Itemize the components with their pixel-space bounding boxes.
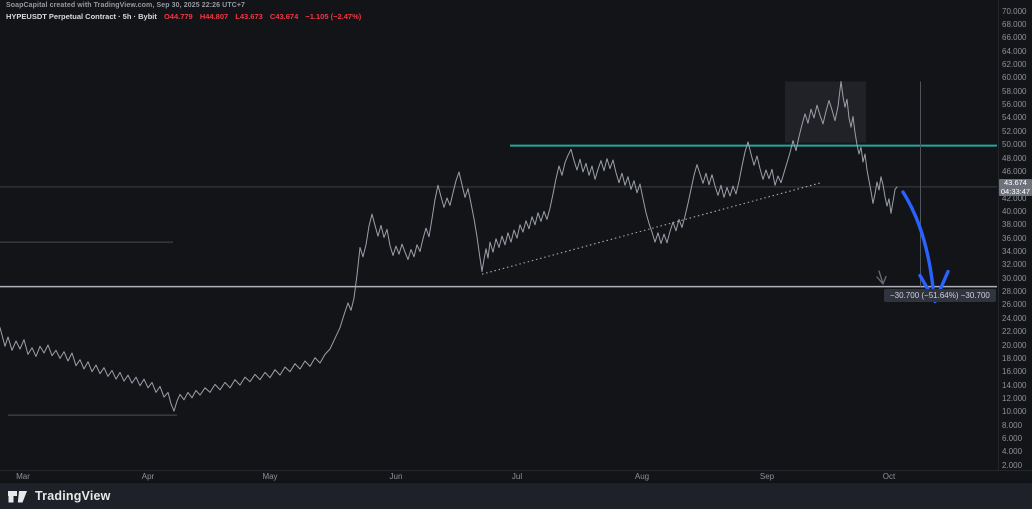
symbol-legend[interactable]: HYPEUSDT Perpetual Contract · 5h · Bybit…: [6, 12, 366, 21]
price-tick-40: 40.000: [1002, 206, 1027, 216]
price-tick-22: 22.000: [1002, 327, 1027, 337]
price-tick-34: 34.000: [1002, 247, 1027, 256]
time-axis-separator: [0, 470, 1032, 471]
ohlc-low: L43.673: [235, 12, 263, 21]
price-tick-50: 50.000: [1002, 140, 1027, 150]
price-tick-60: 60.000: [1002, 73, 1027, 83]
month-label-mar: Mar: [16, 472, 30, 481]
price-tick-46: 46.000: [1002, 166, 1027, 176]
price-tick-56: 56.000: [1002, 100, 1027, 109]
month-label-aug: Aug: [634, 472, 650, 481]
ohlc-open: O44.779: [163, 12, 193, 21]
price-tick-32: 32.000: [1002, 260, 1027, 270]
price-tick-14: 14.000: [1002, 380, 1027, 390]
price-tick-18: 18.000: [1002, 353, 1027, 363]
price-tick-62: 62.000: [1002, 59, 1027, 69]
price-tick-66: 66.000: [1002, 33, 1027, 43]
price-tick-6: 6.000: [1002, 434, 1023, 443]
price-tick-10: 10.000: [1002, 407, 1027, 417]
price-axis-separator: [998, 0, 999, 470]
last-price-countdown-label: 43.674 04:33:47: [999, 178, 1032, 196]
ohlc-close: C43.674: [269, 12, 299, 21]
price-tick-68: 68.000: [1002, 19, 1027, 29]
small-down-arrow-icon[interactable]: [878, 270, 884, 283]
footer-bar: TradingView: [0, 482, 1032, 509]
last-price-value: 43.674: [1004, 178, 1027, 187]
price-tick-42: 42.000: [1002, 193, 1027, 203]
tradingview-logo-icon[interactable]: [7, 487, 28, 505]
month-label-oct: Oct: [882, 472, 896, 481]
price-tick-48: 48.000: [1002, 153, 1027, 163]
price-tick-12: 12.000: [1002, 393, 1027, 403]
bar-countdown: 04:33:47: [1000, 186, 1031, 196]
price-tick-30: 30.000: [1002, 273, 1027, 283]
price-range-tool-label: −30.700 (−51.64%) −30.700: [884, 289, 996, 302]
price-tick-54: 54.000: [1002, 113, 1027, 123]
price-tick-58: 58.000: [1002, 86, 1027, 96]
price-tick-28: 28.000: [1002, 287, 1027, 297]
price-tick-38: 38.000: [1002, 220, 1027, 230]
month-label-sep: Sep: [759, 472, 775, 481]
price-tick-70: 70.000: [1002, 6, 1027, 16]
price-tick-4: 4.000: [1002, 447, 1023, 457]
small-down-arrow-head: [876, 275, 887, 285]
tradingview-brand-link[interactable]: TradingView: [35, 489, 111, 503]
price-tick-8: 8.000: [1002, 420, 1023, 430]
price-tick-16: 16.000: [1002, 367, 1027, 377]
price-tick-36: 36.000: [1002, 233, 1027, 243]
month-label-jul: Jul: [511, 472, 523, 481]
month-label-may: May: [262, 472, 278, 481]
attribution-text: SoapCapital created with TradingView.com…: [6, 2, 246, 9]
ohlc-change: −1.105 (−2.47%): [305, 12, 362, 21]
projection-arrow-shaft[interactable]: [901, 190, 935, 290]
price-tick-20: 20.000: [1002, 340, 1027, 350]
price-tick-26: 26.000: [1002, 300, 1027, 310]
ohlc-high: H44.807: [199, 12, 229, 21]
price-tick-52: 52.000: [1002, 126, 1027, 136]
price-line-series: [0, 81, 898, 412]
month-label-jun: Jun: [389, 472, 403, 481]
month-label-apr: Apr: [141, 472, 155, 481]
price-tick-24: 24.000: [1002, 313, 1027, 323]
symbol-title[interactable]: HYPEUSDT Perpetual Contract · 5h · Bybit: [6, 12, 157, 21]
price-tick-2: 2.000: [1002, 460, 1023, 470]
price-tick-64: 64.000: [1002, 46, 1027, 56]
